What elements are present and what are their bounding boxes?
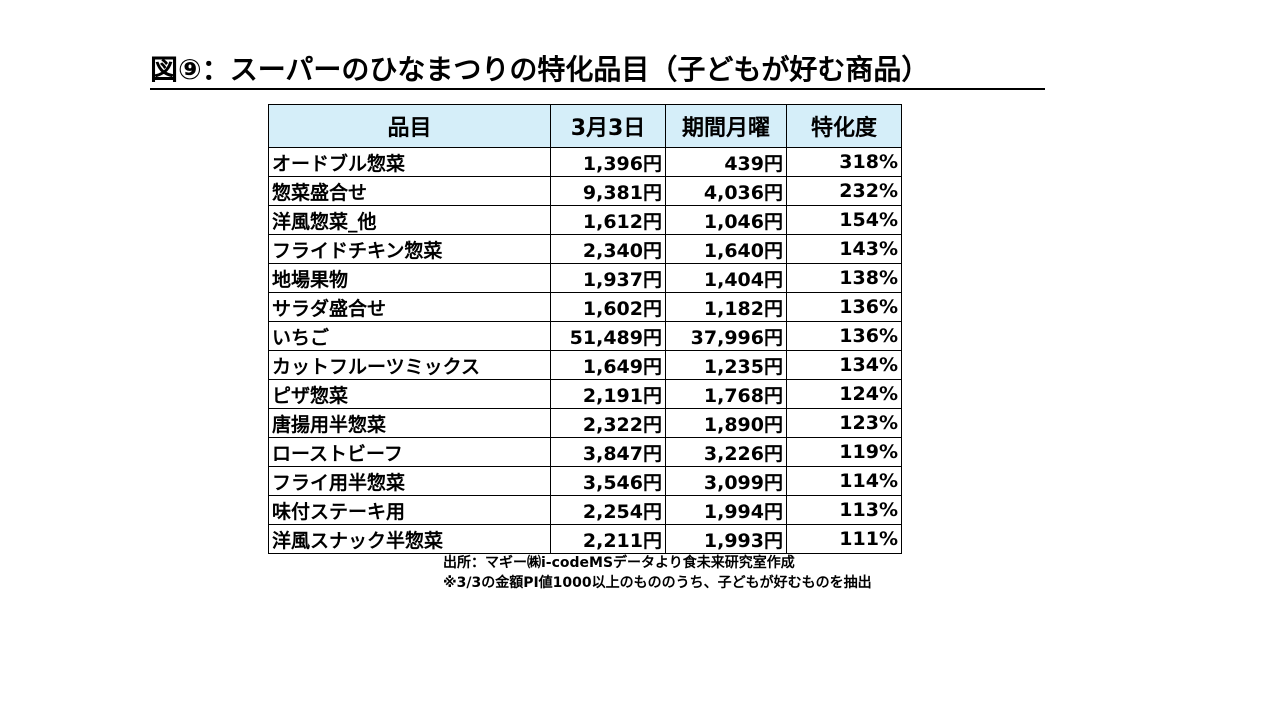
table-row: 唐揚用半惣菜 2,322円 1,890円 123% xyxy=(268,408,902,438)
table-cell: 2,340円 xyxy=(550,234,666,264)
table-cell: 4,036円 xyxy=(665,176,787,206)
table-cell: 1,640円 xyxy=(665,234,787,264)
table-cell: 1,235円 xyxy=(665,350,787,380)
table-cell: 地場果物 xyxy=(268,263,551,293)
table-cell: 惣菜盛合せ xyxy=(268,176,551,206)
table-cell: 119% xyxy=(786,437,902,467)
table-cell: 37,996円 xyxy=(665,321,787,351)
column-header: 品目 xyxy=(268,104,551,148)
table-cell: 439円 xyxy=(665,147,787,177)
table-cell: オードブル惣菜 xyxy=(268,147,551,177)
table-cell: 1,994円 xyxy=(665,495,787,525)
table-cell: 136% xyxy=(786,292,902,322)
table-row: フライ用半惣菜 3,546円 3,099円 114% xyxy=(268,466,902,496)
header-row: 品目 3月3日 期間月曜 特化度 xyxy=(268,104,902,148)
table-cell: 唐揚用半惣菜 xyxy=(268,408,551,438)
table-cell: 1,890円 xyxy=(665,408,787,438)
table-cell: フライ用半惣菜 xyxy=(268,466,551,496)
table-cell: 134% xyxy=(786,350,902,380)
table-cell: 123% xyxy=(786,408,902,438)
table-cell: 114% xyxy=(786,466,902,496)
table-cell: 1,993円 xyxy=(665,524,787,554)
table-cell: 3,099円 xyxy=(665,466,787,496)
table-cell: 51,489円 xyxy=(550,321,666,351)
table-cell: 1,649円 xyxy=(550,350,666,380)
table-body: オードブル惣菜 1,396円 439円 318% 惣菜盛合せ 9,381円 4,036円 23… xyxy=(268,147,902,554)
table-cell: 136% xyxy=(786,321,902,351)
table-cell: 232% xyxy=(786,176,902,206)
table-cell: 2,254円 xyxy=(550,495,666,525)
table-cell: 318% xyxy=(786,147,902,177)
table-cell: 143% xyxy=(786,234,902,264)
data-table: 品目 3月3日 期間月曜 特化度 オードブル惣菜 1,396円 439円 318% 惣菜盛合せ… xyxy=(268,104,902,554)
note: 出所：マギー㈱i-codeMSデータより食未来研究室作成 xyxy=(443,555,795,571)
table-row: サラダ盛合せ 1,602円 1,182円 136% xyxy=(268,292,902,322)
table-row: フライドチキン惣菜 2,340円 1,640円 143% xyxy=(268,234,902,264)
table-cell: ピザ惣菜 xyxy=(268,379,551,409)
table-cell: 3,847円 xyxy=(550,437,666,467)
table-cell: 1,404円 xyxy=(665,263,787,293)
table-cell: 2,211円 xyxy=(550,524,666,554)
table-row: 惣菜盛合せ 9,381円 4,036円 232% xyxy=(268,176,902,206)
table-cell: フライドチキン惣菜 xyxy=(268,234,551,264)
table-cell: 洋風スナック半惣菜 xyxy=(268,524,551,554)
table-cell: 154% xyxy=(786,205,902,235)
note: ※3/3の金額PI値1000以上のもののうち、子どもが好むものを抽出 xyxy=(443,575,872,591)
table-cell: 111% xyxy=(786,524,902,554)
title: 図⑨：スーパーのひなまつりの特化品目（子どもが好む商品） xyxy=(150,52,1045,90)
table-cell: 2,322円 xyxy=(550,408,666,438)
table-cell: 124% xyxy=(786,379,902,409)
table-row: カットフルーツミックス 1,649円 1,235円 134% xyxy=(268,350,902,380)
table-row: ローストビーフ 3,847円 3,226円 119% xyxy=(268,437,902,467)
table-cell: いちご xyxy=(268,321,551,351)
notes: 出所：マギー㈱i-codeMSデータより食未来研究室作成 ※3/3の金額PI値1… xyxy=(443,553,872,593)
table-cell: 3,546円 xyxy=(550,466,666,496)
table-cell: 洋風惣菜_他 xyxy=(268,205,551,235)
table-cell: 9,381円 xyxy=(550,176,666,206)
table-cell: 1,182円 xyxy=(665,292,787,322)
table-cell: 味付ステーキ用 xyxy=(268,495,551,525)
table-row: 味付ステーキ用 2,254円 1,994円 113% xyxy=(268,495,902,525)
table-cell: 1,937円 xyxy=(550,263,666,293)
table-cell: 1,396円 xyxy=(550,147,666,177)
table-row: オードブル惣菜 1,396円 439円 318% xyxy=(268,147,902,177)
column-header: 期間月曜 xyxy=(665,104,787,148)
table-cell: 2,191円 xyxy=(550,379,666,409)
table-cell: 3,226円 xyxy=(665,437,787,467)
column-header: 特化度 xyxy=(786,104,902,148)
table-row: いちご 51,489円 37,996円 136% xyxy=(268,321,902,351)
table-row: 洋風スナック半惣菜 2,211円 1,993円 111% xyxy=(268,524,902,554)
table-cell: 1,046円 xyxy=(665,205,787,235)
table-row: 洋風惣菜_他 1,612円 1,046円 154% xyxy=(268,205,902,235)
table-row: 地場果物 1,937円 1,404円 138% xyxy=(268,263,902,293)
table-cell: 138% xyxy=(786,263,902,293)
table-cell: 1,768円 xyxy=(665,379,787,409)
table-cell: 1,612円 xyxy=(550,205,666,235)
table-row: ピザ惣菜 2,191円 1,768円 124% xyxy=(268,379,902,409)
table-cell: カットフルーツミックス xyxy=(268,350,551,380)
table-cell: 113% xyxy=(786,495,902,525)
table-cell: ローストビーフ xyxy=(268,437,551,467)
table-cell: 1,602円 xyxy=(550,292,666,322)
column-header: 3月3日 xyxy=(550,104,666,148)
table-cell: サラダ盛合せ xyxy=(268,292,551,322)
